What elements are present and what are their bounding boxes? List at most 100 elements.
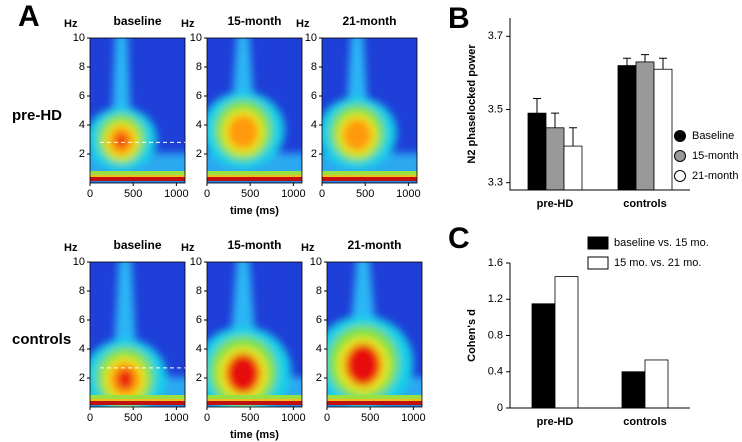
unit-label: Hz xyxy=(181,18,195,30)
legend-label: 15-month xyxy=(692,150,738,162)
band xyxy=(327,395,422,399)
y-tick-label: 4 xyxy=(316,343,322,355)
band xyxy=(90,175,185,177)
unit-label: Hz xyxy=(301,242,315,254)
band xyxy=(327,399,422,401)
blob xyxy=(117,369,134,390)
panel-label: C xyxy=(448,222,470,255)
y-tick-label: 8 xyxy=(79,61,85,73)
band xyxy=(327,401,422,405)
y-tick-label: 1.2 xyxy=(488,293,503,305)
panel-label: B xyxy=(448,2,470,35)
frame xyxy=(321,37,418,184)
y-tick-label: 10 xyxy=(190,32,202,44)
band xyxy=(322,175,417,177)
x-tick-label: 1000 xyxy=(164,188,188,200)
error-bar xyxy=(569,127,577,147)
y-tick-label: 0.4 xyxy=(488,366,503,378)
x-tick-label: pre-HD xyxy=(537,416,574,428)
frame xyxy=(206,37,303,184)
bar xyxy=(621,371,646,409)
x-tick-label: 500 xyxy=(241,412,259,424)
bar xyxy=(653,68,673,191)
y-tick-label: 2 xyxy=(196,148,202,160)
panel-title: 15-month xyxy=(228,14,282,28)
blob xyxy=(227,115,259,150)
y-tick-label: 10 xyxy=(73,32,85,44)
heatmap xyxy=(327,262,422,407)
legend-marker xyxy=(674,130,686,142)
bar xyxy=(554,276,579,409)
unit-label: Hz xyxy=(64,242,78,254)
y-tick-label: 0.8 xyxy=(488,329,503,341)
unit-label: Hz xyxy=(181,242,195,254)
y-tick-label: 4 xyxy=(196,343,202,355)
y-axis-label: Cohen's d xyxy=(466,309,478,362)
plume xyxy=(111,38,132,131)
bar xyxy=(545,127,565,191)
x-tick-label: pre-HD xyxy=(537,198,574,210)
y-axis-label: N2 phaselocked power xyxy=(466,44,478,164)
bar xyxy=(644,359,669,409)
panel-label: A xyxy=(18,0,40,33)
band xyxy=(322,177,417,181)
y-tick-label: 6 xyxy=(316,314,322,326)
legend-marker xyxy=(674,150,686,162)
y-tick-label: 3.5 xyxy=(488,103,503,115)
x-tick-label: 500 xyxy=(124,412,142,424)
heatmap xyxy=(207,38,302,183)
y-tick-label: 0 xyxy=(497,402,503,414)
blob xyxy=(227,353,260,394)
y-tick-label: 4 xyxy=(311,119,317,131)
y-tick-label: 2 xyxy=(79,148,85,160)
x-axis-label: time (ms) xyxy=(230,205,279,217)
frame xyxy=(89,37,186,184)
band xyxy=(207,175,302,177)
bar xyxy=(563,145,583,191)
bar xyxy=(617,65,637,191)
error-bar xyxy=(551,112,559,128)
x-tick-label: 1000 xyxy=(164,412,188,424)
legend-label: Baseline xyxy=(692,130,734,142)
x-axis-label: time (ms) xyxy=(230,429,279,441)
band xyxy=(207,401,302,405)
y-tick-label: 2 xyxy=(316,372,322,384)
y-tick-label: 2 xyxy=(311,148,317,160)
x-tick-label: 1000 xyxy=(281,412,305,424)
axes xyxy=(509,263,690,409)
x-tick-label: 1000 xyxy=(281,188,305,200)
y-tick-label: 4 xyxy=(196,119,202,131)
row-label: controls xyxy=(12,331,71,348)
x-tick-label: 0 xyxy=(324,412,330,424)
y-tick-label: 8 xyxy=(79,285,85,297)
y-tick-label: 3.7 xyxy=(488,30,503,42)
band xyxy=(90,401,185,405)
x-tick-label: 1000 xyxy=(396,188,420,200)
frame xyxy=(89,261,186,408)
x-tick-label: controls xyxy=(623,416,666,428)
y-tick-label: 8 xyxy=(311,61,317,73)
x-tick-label: 500 xyxy=(124,188,142,200)
unit-label: Hz xyxy=(64,18,78,30)
band xyxy=(207,395,302,399)
y-tick-label: 3.3 xyxy=(488,177,503,189)
error-bar xyxy=(641,54,649,62)
x-tick-label: 500 xyxy=(361,412,379,424)
band xyxy=(207,399,302,401)
x-tick-label: 0 xyxy=(204,188,210,200)
heatmap xyxy=(90,262,185,407)
y-tick-label: 8 xyxy=(196,61,202,73)
band xyxy=(90,399,185,401)
x-tick-label: 500 xyxy=(241,188,259,200)
heatmap xyxy=(322,38,417,183)
y-tick-label: 2 xyxy=(79,372,85,384)
y-tick-label: 10 xyxy=(305,32,317,44)
y-tick-label: 8 xyxy=(196,285,202,297)
heatmap xyxy=(90,38,185,183)
y-tick-label: 4 xyxy=(79,119,85,131)
panel-title: baseline xyxy=(113,238,161,252)
y-tick-label: 4 xyxy=(79,343,85,355)
heatmap-blobs xyxy=(90,262,185,407)
y-tick-label: 8 xyxy=(316,285,322,297)
